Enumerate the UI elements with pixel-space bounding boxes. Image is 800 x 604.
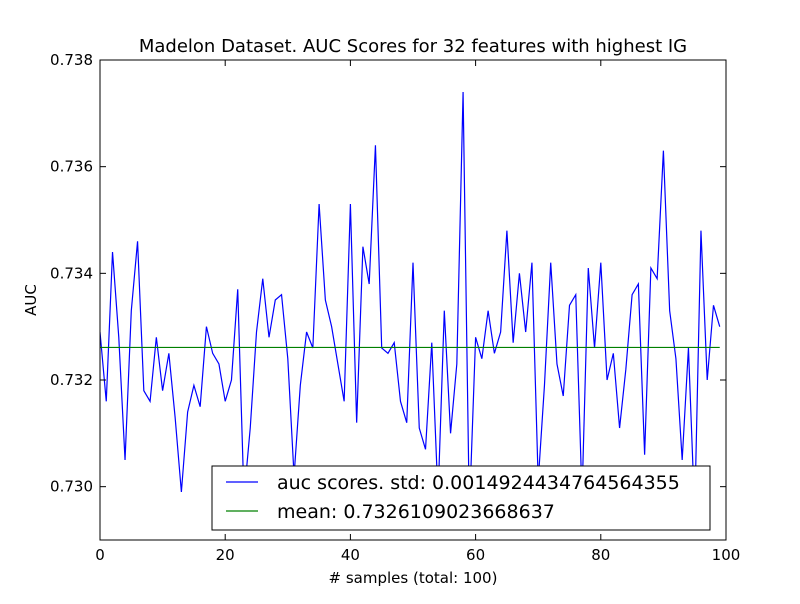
x-tick-label: 0 <box>95 546 105 564</box>
x-tick-label: 20 <box>216 546 235 564</box>
x-tick-label: 80 <box>591 546 610 564</box>
legend-entry-label: auc scores. std: 0.0014924434764564355 <box>277 472 680 494</box>
plot-area <box>100 91 721 514</box>
x-tick-label: 100 <box>712 546 741 564</box>
y-axis-label: AUC <box>22 284 40 316</box>
auc-scores-line <box>100 91 721 514</box>
y-tick-label: 0.738 <box>50 51 93 69</box>
y-tick-label: 0.734 <box>50 264 93 282</box>
y-tick-label: 0.730 <box>50 478 93 496</box>
chart-title: Madelon Dataset. AUC Scores for 32 featu… <box>139 36 687 57</box>
axes-frame <box>99 59 727 541</box>
legend: auc scores. std: 0.0014924434764564355 me… <box>211 465 711 531</box>
x-tick-label: 60 <box>466 546 485 564</box>
legend-entry-label: mean: 0.7326109023668637 <box>277 501 555 523</box>
y-tick-label: 0.732 <box>50 371 93 389</box>
x-axis-label: # samples (total: 100) <box>329 569 498 587</box>
legend-box <box>211 465 711 531</box>
y-tick-label: 0.736 <box>50 158 93 176</box>
x-tick-label: 40 <box>341 546 360 564</box>
